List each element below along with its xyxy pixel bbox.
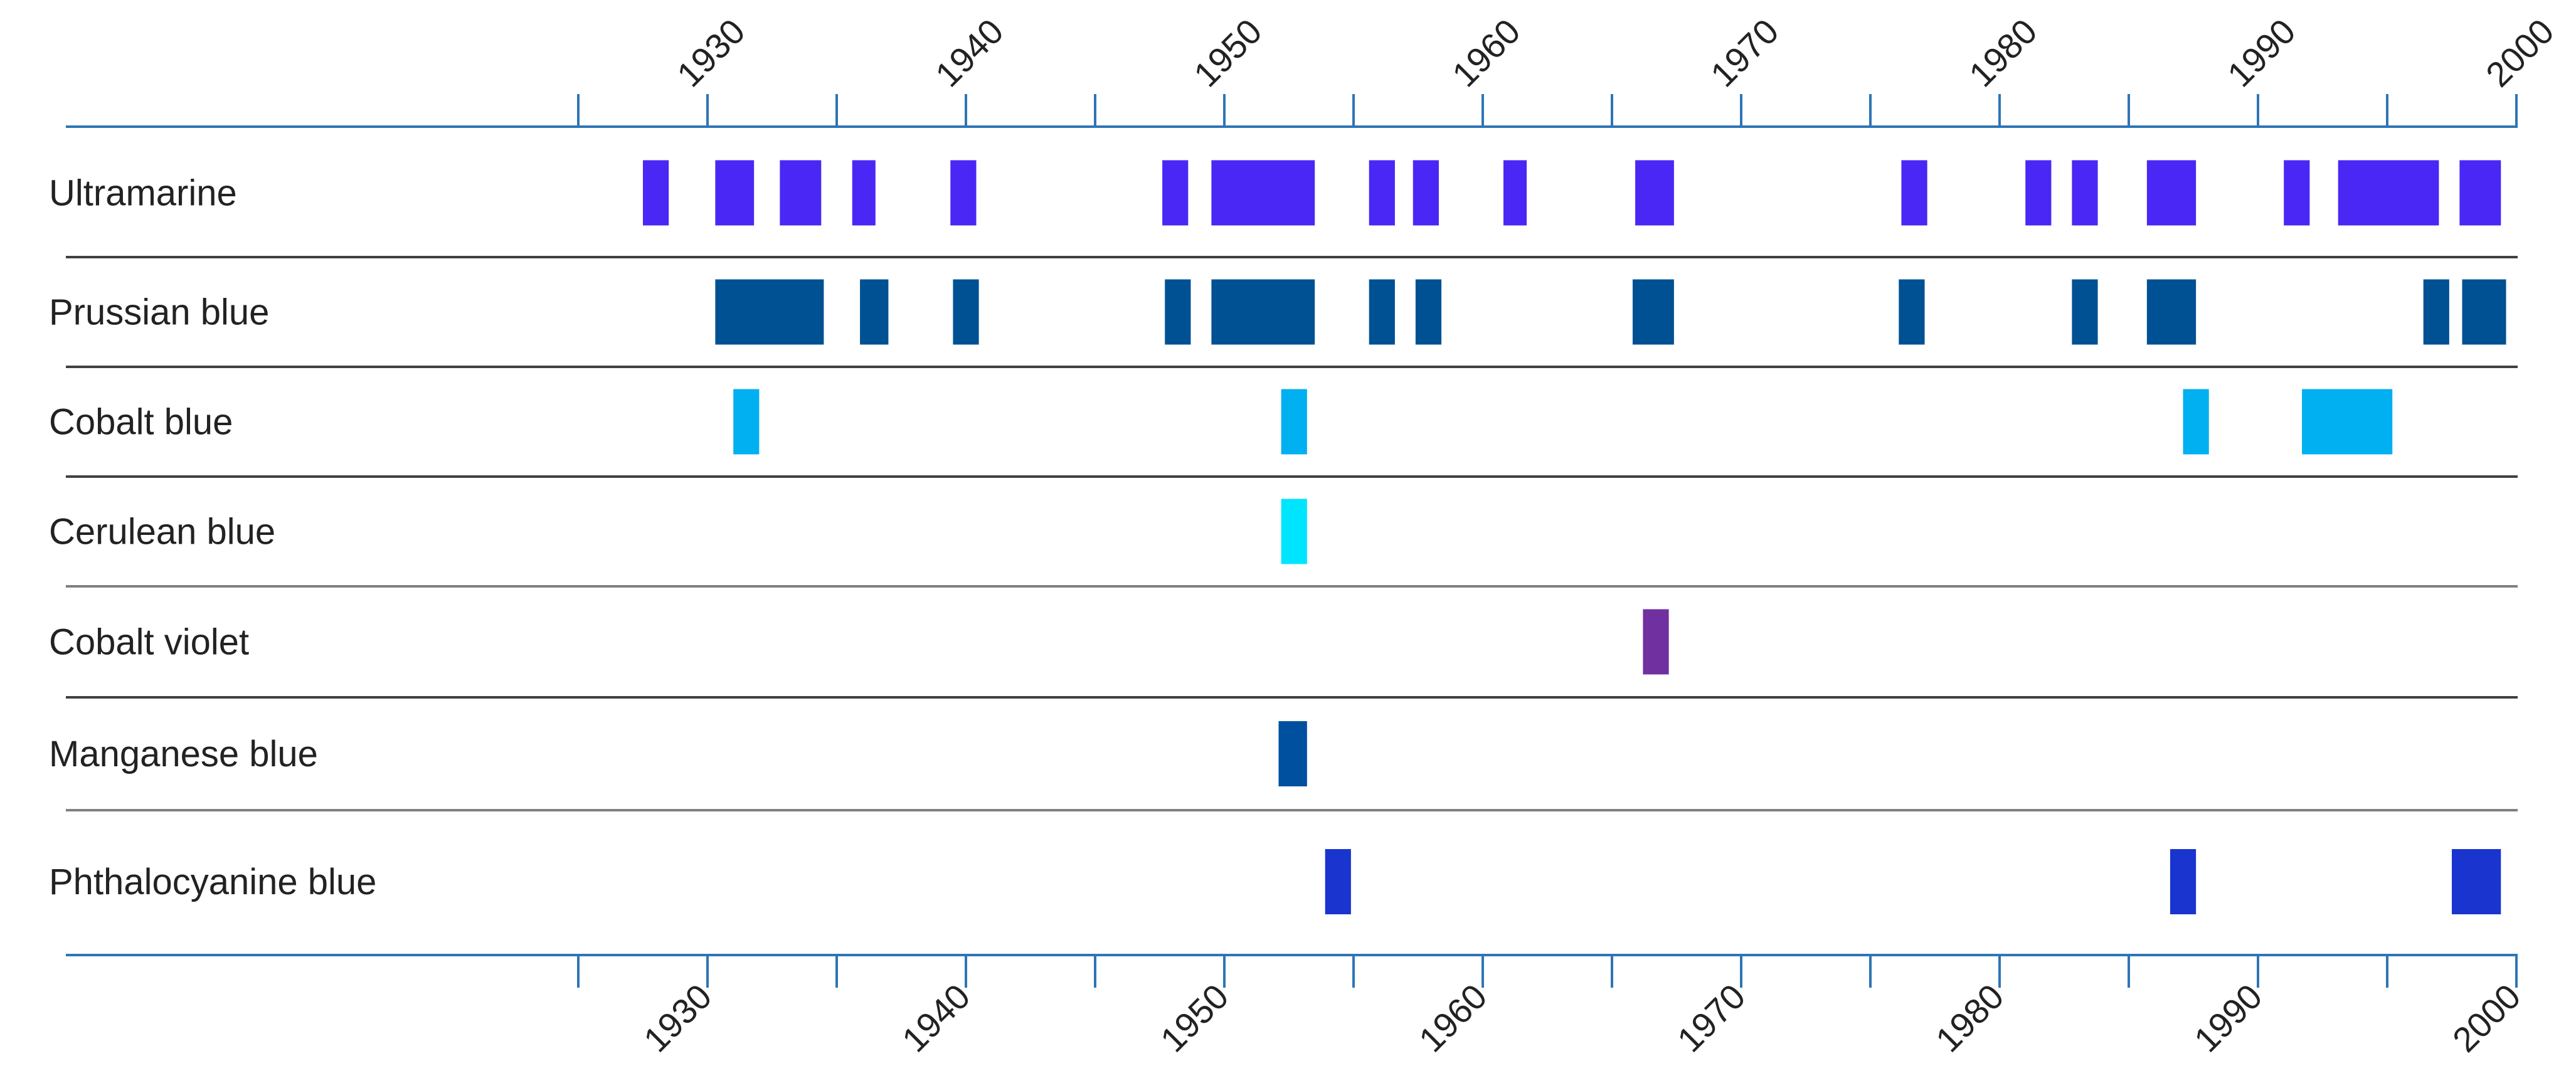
interval-bar: [2146, 160, 2197, 226]
category-label: Cerulean blue: [49, 512, 275, 552]
interval-bar: [2284, 160, 2310, 226]
top-tick-label: 1970: [1703, 11, 1786, 95]
interval-bar: [1369, 160, 1395, 226]
interval-bar: [1165, 279, 1191, 345]
interval-bar: [2338, 160, 2439, 226]
top-tick-label: 1930: [669, 11, 753, 95]
interval-bar: [2423, 279, 2449, 345]
interval-bar: [1281, 389, 1307, 455]
interval-bar: [860, 279, 889, 345]
top-tick-label: 1940: [928, 11, 1011, 95]
top-tick-label: 1960: [1444, 11, 1528, 95]
interval-bar: [1901, 160, 1927, 226]
interval-bar: [2072, 160, 2098, 226]
interval-bar: [733, 389, 760, 455]
interval-bar: [950, 160, 977, 226]
category-label: Prussian blue: [49, 292, 269, 333]
bottom-tick-label: 1990: [2186, 976, 2270, 1060]
interval-bar: [1899, 279, 1925, 345]
interval-bar: [1503, 160, 1527, 226]
category-label: Ultramarine: [49, 173, 237, 214]
interval-bar: [2072, 279, 2098, 345]
interval-bars: [643, 160, 2506, 914]
interval-bar: [1281, 499, 1307, 564]
interval-bar: [2462, 279, 2506, 345]
interval-bar: [1413, 160, 1439, 226]
interval-bar: [780, 160, 822, 226]
interval-bar: [852, 160, 876, 226]
interval-bar: [2183, 389, 2209, 455]
top-axis: 1930 1940 1950 1960 1970 1980 1990 2000: [66, 11, 2562, 128]
top-tick-label: 2000: [2478, 11, 2562, 95]
interval-bar: [2452, 849, 2501, 914]
interval-bar: [1369, 279, 1395, 345]
interval-bar: [1278, 721, 1307, 786]
interval-bar: [1325, 849, 1351, 914]
category-labels: Ultramarine Prussian blue Cobalt blue Cerul…: [49, 173, 376, 903]
interval-bar: [2459, 160, 2501, 226]
bottom-tick-label: 2000: [2445, 976, 2528, 1060]
row-dividers: [66, 256, 2518, 811]
bottom-tick-label: 1960: [1411, 976, 1495, 1060]
bottom-tick-label: 1950: [1153, 976, 1236, 1060]
interval-bar: [2025, 160, 2052, 226]
category-label: Phthalocyanine blue: [49, 862, 376, 902]
interval-bar: [2170, 849, 2197, 914]
interval-bar: [1632, 279, 1674, 345]
interval-bar: [2302, 389, 2393, 455]
bottom-axis: 1930 1940 1950 1960 1970 1980 1990 2000: [66, 954, 2528, 1060]
top-tick-label: 1950: [1186, 11, 1269, 95]
bottom-tick-label: 1930: [636, 976, 719, 1060]
category-label: Cobalt violet: [49, 622, 249, 663]
bottom-tick-label: 1980: [1928, 976, 2012, 1060]
category-label: Manganese blue: [49, 734, 318, 774]
interval-bar: [2146, 279, 2197, 345]
interval-bar: [643, 160, 669, 226]
bottom-tick-label: 1940: [894, 976, 978, 1060]
category-label: Cobalt blue: [49, 402, 233, 443]
interval-bar: [1635, 160, 1674, 226]
interval-bar: [1415, 279, 1442, 345]
bottom-tick-label: 1970: [1670, 976, 1753, 1060]
top-tick-label: 1990: [2220, 11, 2303, 95]
interval-bar: [715, 279, 824, 345]
interval-bar: [953, 279, 979, 345]
top-tick-label: 1980: [1961, 11, 2045, 95]
interval-bar: [1211, 160, 1315, 226]
interval-bar: [1211, 279, 1315, 345]
interval-bar: [1643, 609, 1669, 675]
interval-bar: [1162, 160, 1189, 226]
interval-bar: [715, 160, 755, 226]
